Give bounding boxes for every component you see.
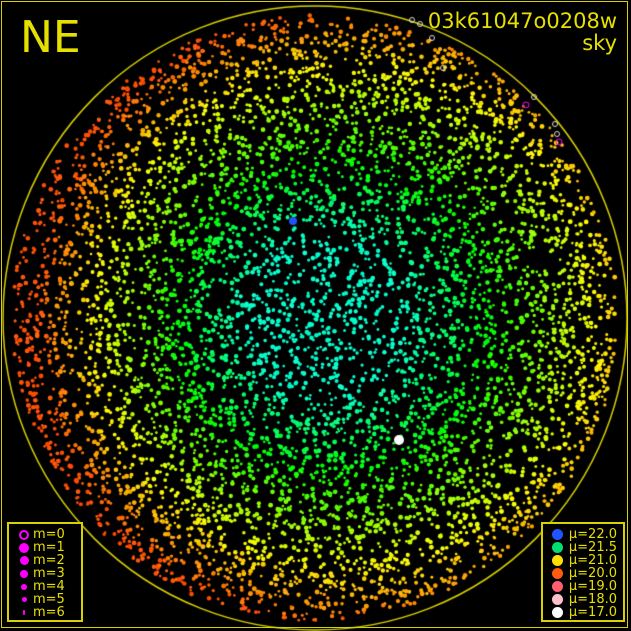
magnitude-legend-label: m=2 xyxy=(33,553,65,568)
magnitude-legend-item: m=3 xyxy=(15,566,75,581)
brightness-legend-item: μ=21.0 xyxy=(549,553,617,568)
magnitude-marker-icon xyxy=(15,542,33,553)
brightness-swatch-icon xyxy=(549,568,566,579)
brightness-swatch-icon xyxy=(549,529,566,540)
brightness-swatch-icon xyxy=(549,581,566,592)
brightness-legend: μ=22.0 μ=21.5 μ=21.0 μ=20.0 μ=19.0 μ=18.0 μ=17… xyxy=(541,522,625,622)
brightness-legend-item: μ=22.0 xyxy=(549,527,617,542)
image-id: 03k61047o0208w xyxy=(427,9,617,33)
brightness-swatch-icon xyxy=(549,594,566,605)
magnitude-legend-label: m=5 xyxy=(33,592,65,607)
brightness-legend-item: μ=17.0 xyxy=(549,605,617,620)
magnitude-marker-icon xyxy=(15,610,33,615)
image-type: sky xyxy=(582,31,617,55)
magnitude-legend-item: m=5 xyxy=(15,592,75,607)
magnitude-legend-item: m=4 xyxy=(15,579,75,594)
brightness-legend-item: μ=21.5 xyxy=(549,540,617,555)
magnitude-legend-label: m=1 xyxy=(33,540,65,555)
brightness-swatch-icon xyxy=(549,555,566,566)
brightness-legend-label: μ=18.0 xyxy=(568,592,617,607)
magnitude-legend-item: m=2 xyxy=(15,553,75,568)
image-title: 03k61047o0208w sky xyxy=(428,10,617,54)
brightness-legend-item: μ=18.0 xyxy=(549,592,617,607)
brightness-legend-item: μ=20.0 xyxy=(549,566,617,581)
magnitude-legend-label: m=6 xyxy=(33,605,65,620)
brightness-legend-label: μ=17.0 xyxy=(568,605,617,620)
magnitude-marker-icon xyxy=(15,583,33,590)
brightness-legend-item: μ=19.0 xyxy=(549,579,617,594)
brightness-legend-label: μ=21.5 xyxy=(568,540,617,555)
brightness-legend-label: μ=19.0 xyxy=(568,579,617,594)
magnitude-legend-item: m=6 xyxy=(15,605,75,620)
magnitude-marker-icon xyxy=(15,597,33,602)
brightness-legend-label: μ=22.0 xyxy=(568,527,617,542)
magnitude-legend-item: m=1 xyxy=(15,540,75,555)
brightness-swatch-icon xyxy=(549,542,566,553)
brightness-legend-label: μ=20.0 xyxy=(568,566,617,581)
magnitude-legend: m=0 m=1 m=2 m=3 m=4 m=5 m=6 xyxy=(7,522,83,622)
brightness-swatch-icon xyxy=(549,607,566,618)
magnitude-marker-icon xyxy=(15,529,33,540)
magnitude-marker-icon xyxy=(15,569,33,578)
direction-label: NE xyxy=(20,12,81,63)
brightness-legend-label: μ=21.0 xyxy=(568,553,617,568)
magnitude-legend-label: m=3 xyxy=(33,566,65,581)
magnitude-legend-item: m=0 xyxy=(15,527,75,542)
magnitude-legend-label: m=4 xyxy=(33,579,65,594)
magnitude-legend-label: m=0 xyxy=(33,527,65,542)
magnitude-marker-icon xyxy=(15,556,33,565)
